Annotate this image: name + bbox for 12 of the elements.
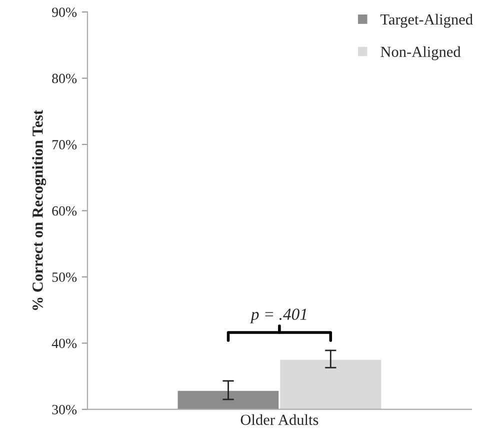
y-tick-label: 40% [52, 338, 77, 348]
y-tick-label: 30% [52, 404, 77, 414]
y-tick-label: 60% [52, 206, 77, 216]
annotation: p = .401 [250, 308, 306, 324]
y-tick-label: 70% [52, 140, 77, 150]
y-tick-label: 90% [52, 8, 77, 17]
y-axis-title: % Correct on Recognition Test [32, 110, 46, 310]
y-tick-label: 80% [52, 74, 77, 84]
legend-label: Target-Aligned [380, 14, 473, 28]
y-tick-label: 50% [52, 272, 77, 282]
legend-label: Non-Aligned [380, 46, 461, 60]
x-tick-label: Older Adults [240, 414, 318, 425]
